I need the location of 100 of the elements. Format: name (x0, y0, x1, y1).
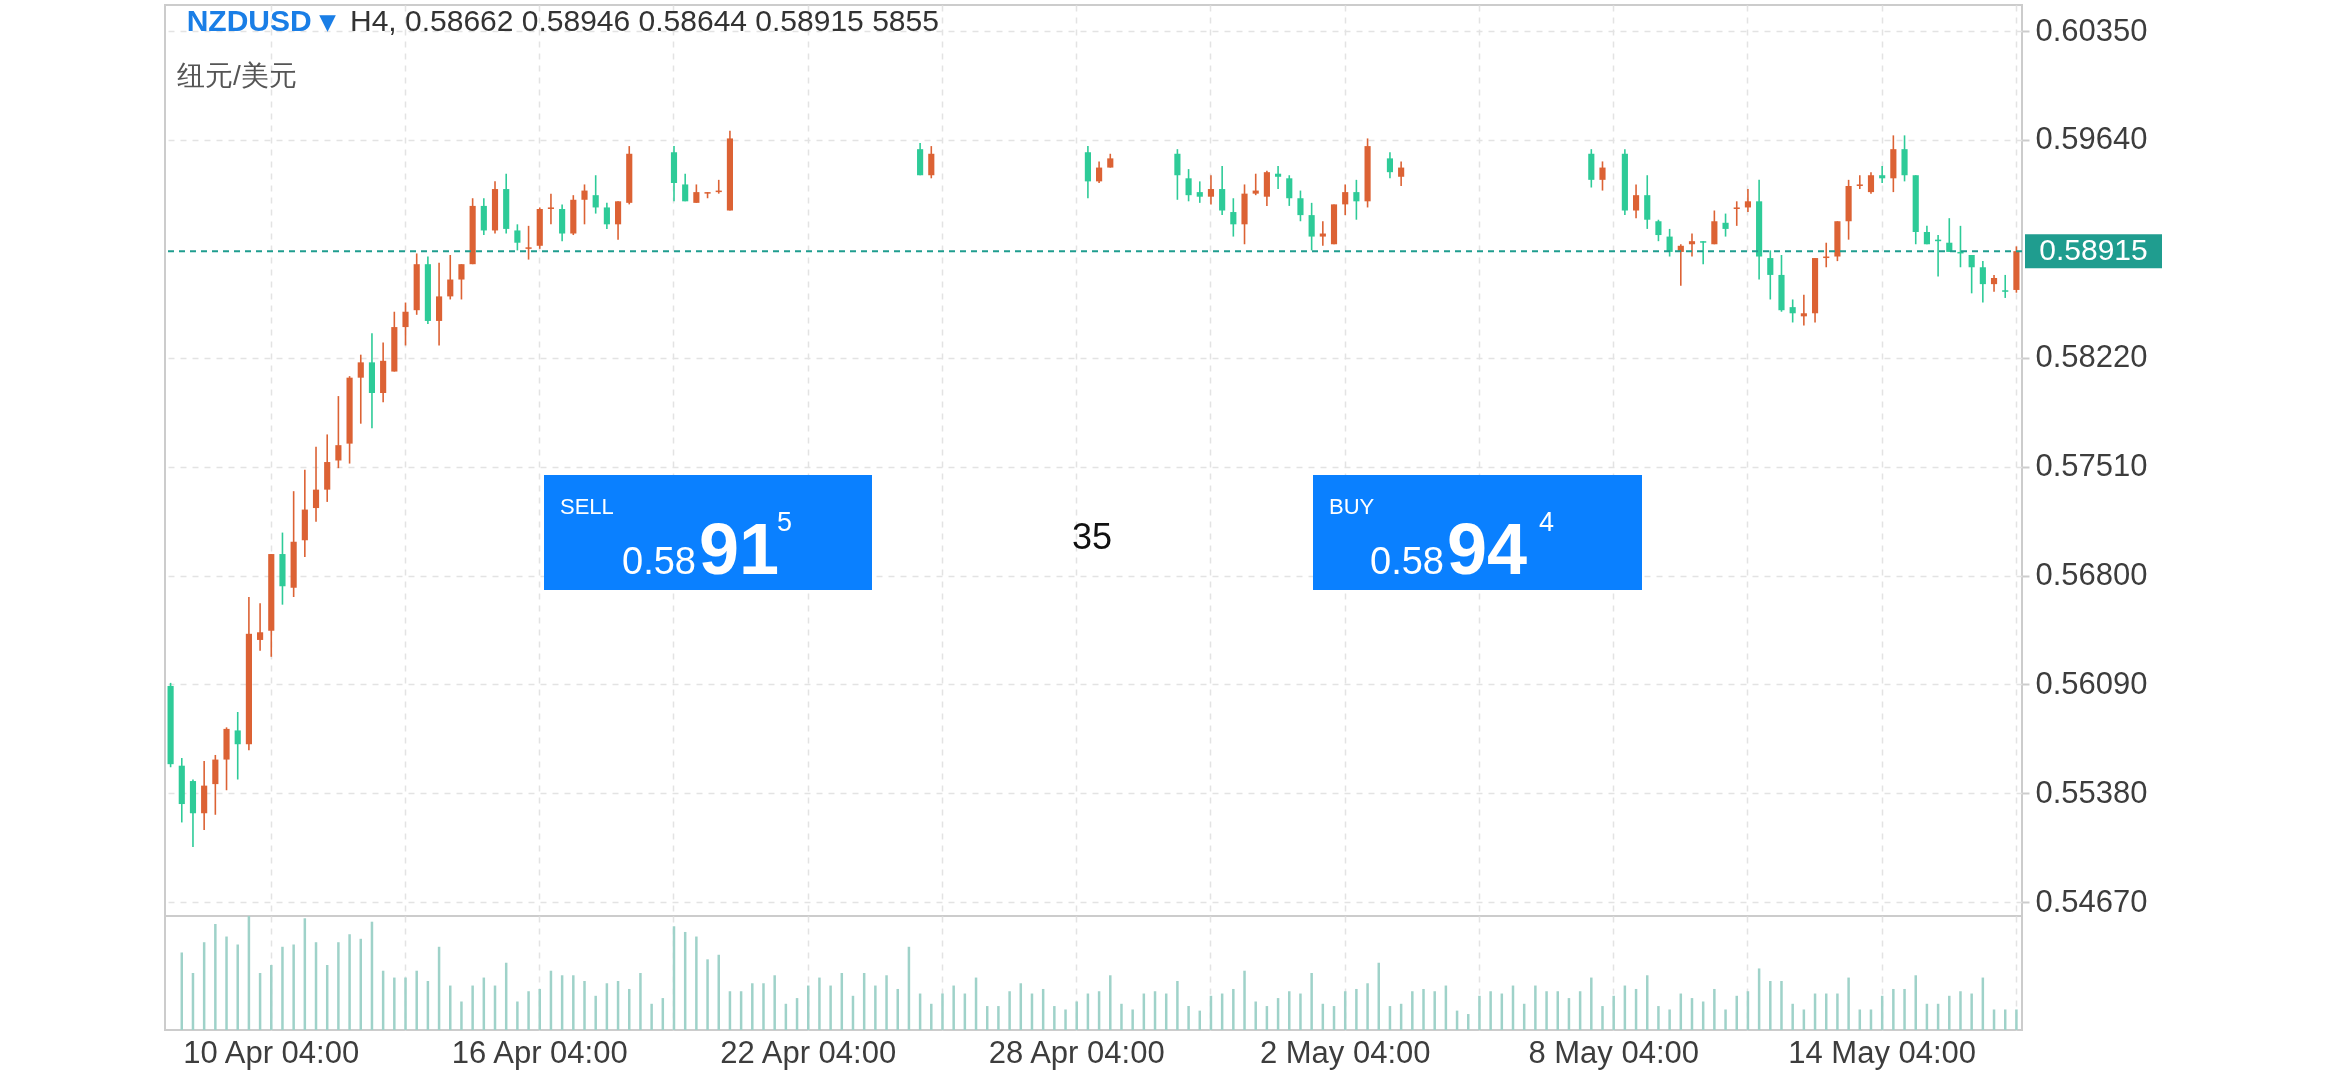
bar (1534, 985, 1537, 1030)
candlestick (1700, 240, 1707, 265)
candlestick (1655, 218, 1662, 242)
y-tick-label: 0.60350 (2035, 12, 2148, 48)
bar (281, 946, 284, 1030)
bar (1948, 995, 1951, 1030)
bar (1735, 995, 1738, 1030)
bar (1657, 1006, 1660, 1030)
candlestick (1275, 165, 1282, 190)
bar (1254, 1001, 1257, 1030)
bar (639, 973, 642, 1030)
candlestick (402, 301, 409, 347)
bar (1914, 975, 1917, 1030)
candlestick (458, 263, 465, 301)
bar (270, 965, 273, 1030)
bar (1545, 991, 1548, 1030)
bar (1131, 1009, 1134, 1030)
bar (527, 991, 530, 1030)
y-tick-label: 0.56800 (2035, 557, 2148, 593)
candlestick (603, 202, 610, 230)
candlestick (1196, 180, 1203, 204)
bar (2015, 1009, 2018, 1030)
bar (1847, 977, 1850, 1030)
bar (1724, 1009, 1727, 1030)
candlestick (525, 225, 532, 261)
bar (717, 954, 720, 1030)
candlestick (693, 183, 700, 204)
bar (818, 977, 821, 1030)
bar (460, 1001, 463, 1030)
candlestick (312, 445, 320, 523)
candlestick (1297, 189, 1304, 223)
candlestick (547, 192, 555, 226)
candlestick (1342, 183, 1349, 216)
x-tick-label: 22 Apr 04:00 (720, 1034, 897, 1070)
x-tick-label: 14 May 04:00 (1788, 1034, 1977, 1070)
bar (594, 995, 597, 1030)
bar (583, 980, 586, 1030)
candlestick (1867, 171, 1875, 195)
candlestick (1856, 174, 1863, 190)
candlestick (1219, 165, 1226, 216)
bar (1791, 1003, 1794, 1030)
candlestick (1879, 165, 1886, 184)
y-tick-label: 0.54670 (2035, 883, 2148, 919)
candlestick (1096, 160, 1103, 184)
bar (471, 985, 474, 1030)
candlestick (1286, 174, 1293, 207)
y-tick-label: 0.57510 (2035, 448, 2148, 484)
candlestick (1722, 212, 1729, 238)
candlestick (1174, 148, 1181, 201)
bar (449, 985, 452, 1030)
candlestick (1599, 160, 1606, 192)
bar (1187, 1006, 1190, 1030)
bar (1590, 977, 1593, 1030)
bar (1075, 1001, 1078, 1030)
candlestick (1398, 160, 1405, 187)
candlestick (1979, 260, 1986, 304)
candlestick (1767, 249, 1774, 301)
x-tick-label: 10 Apr 04:00 (183, 1034, 360, 1070)
bar (1422, 988, 1425, 1030)
bar (1836, 993, 1839, 1030)
annotation: SELL (560, 494, 614, 519)
bar (415, 970, 418, 1030)
bar (628, 988, 631, 1030)
x-tick-label: 16 Apr 04:00 (451, 1034, 628, 1070)
candlestick (1386, 151, 1394, 180)
candlestick (1733, 200, 1740, 227)
candlestick (1711, 209, 1718, 246)
bar (1612, 995, 1615, 1030)
bar (952, 985, 955, 1030)
bar (236, 944, 239, 1030)
bar (1668, 1009, 1671, 1030)
candlestick (1207, 174, 1215, 206)
y-tick-label: 0.55380 (2035, 774, 2148, 810)
ref-line-label: 0.58915 (2039, 233, 2148, 267)
bar (572, 975, 575, 1030)
bar (1780, 980, 1783, 1030)
candlestick (1319, 220, 1326, 247)
y-tick-label: 0.56090 (2035, 665, 2148, 701)
x-tick-label: 2 May 04:00 (1259, 1034, 1431, 1070)
bar (1433, 991, 1436, 1030)
candlestick (1688, 232, 1696, 258)
bar (1008, 991, 1011, 1030)
candlestick (1185, 168, 1192, 203)
bar (1467, 1014, 1470, 1030)
bar (1232, 988, 1235, 1030)
bar (1478, 995, 1481, 1030)
candlestick (234, 711, 241, 781)
bar (1970, 993, 1973, 1030)
bar (292, 944, 295, 1030)
candlestick (1353, 179, 1360, 221)
x-tick-label: 8 May 04:00 (1528, 1034, 1699, 1070)
bar (773, 975, 776, 1030)
bar (214, 923, 217, 1030)
candlestick (357, 353, 364, 425)
candlestick (1800, 294, 1807, 327)
bar (348, 934, 351, 1030)
y-tick-label: 0.58220 (2035, 339, 2148, 375)
candlestick (514, 223, 521, 252)
candlestick (928, 145, 935, 180)
candlestick (581, 183, 588, 226)
